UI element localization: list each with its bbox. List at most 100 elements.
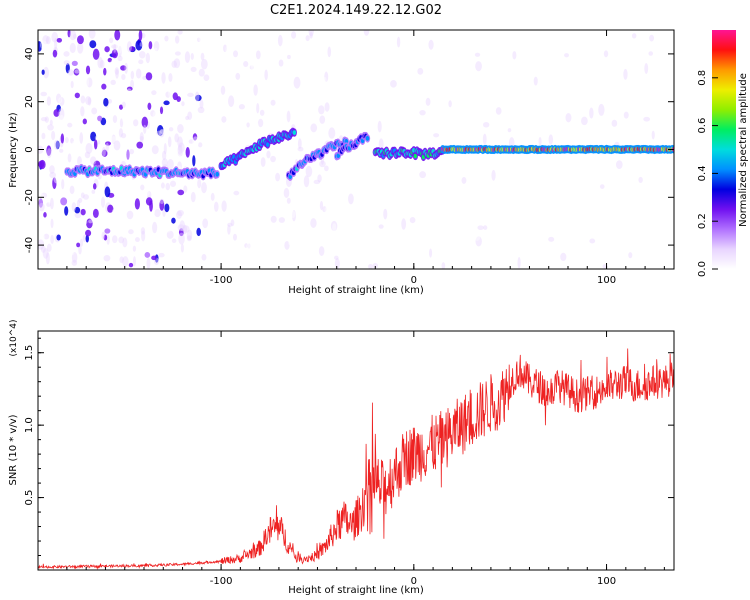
noise-speck — [143, 124, 147, 134]
noise-speck — [201, 120, 205, 125]
noise-speck — [297, 138, 302, 149]
noise-speck — [110, 59, 115, 65]
track-point — [292, 130, 297, 135]
noise-speck — [126, 149, 130, 160]
noise-speck — [86, 77, 93, 88]
noise-speck — [177, 144, 183, 155]
noise-speck — [42, 35, 49, 45]
noise-speck — [178, 232, 185, 245]
noise-speck — [190, 66, 197, 73]
noise-speck — [286, 257, 292, 267]
noise-speck — [318, 246, 325, 256]
noise-speck — [169, 197, 173, 205]
noise-speck — [202, 241, 207, 253]
noise-speck — [289, 210, 296, 219]
noise-speck — [334, 174, 339, 179]
noise-speck — [126, 88, 132, 96]
noise-speck — [104, 228, 111, 234]
noise-speck — [137, 257, 143, 264]
noise-speck — [101, 146, 106, 157]
noise-speck — [163, 143, 167, 155]
noise-speck — [60, 133, 65, 144]
noise-speck — [119, 118, 124, 128]
noise-speck — [517, 257, 521, 269]
noise-speck — [46, 96, 52, 106]
noise-speck — [136, 178, 142, 186]
noise-speck — [52, 49, 58, 58]
noise-speck — [161, 72, 166, 84]
noise-speck — [324, 206, 330, 214]
noise-speck — [200, 58, 208, 70]
noise-speck — [286, 197, 291, 204]
noise-speck — [148, 41, 153, 50]
noise-speck — [611, 119, 618, 127]
noise-speck — [87, 96, 92, 106]
noise-speck — [145, 72, 153, 81]
noise-speck — [197, 106, 205, 114]
noise-speck — [330, 220, 338, 232]
noise-speck — [324, 102, 330, 112]
noise-speck — [60, 197, 68, 206]
noise-speck — [548, 119, 555, 131]
noise-speck — [77, 156, 82, 167]
noise-speck — [146, 234, 153, 246]
noise-speck — [91, 189, 96, 194]
noise-speck — [192, 85, 200, 90]
noise-speck — [334, 258, 340, 269]
noise-speck — [324, 71, 329, 82]
noise-speck — [171, 238, 177, 244]
noise-speck — [176, 96, 181, 102]
noise-speck — [165, 91, 171, 98]
noise-speck — [76, 188, 80, 195]
spectrogram-panel: -100 0 100 -40 -20 0 20 40 Height of straight l… — [8, 29, 675, 296]
noise-speck — [475, 236, 482, 247]
noise-speck — [461, 30, 466, 36]
noise-speck — [497, 233, 504, 240]
noise-speck — [71, 140, 76, 149]
noise-speck — [482, 133, 487, 146]
noise-speck — [291, 53, 296, 61]
noise-speck — [149, 245, 155, 252]
noise-speck — [644, 63, 649, 74]
noise-speck — [169, 157, 173, 169]
noise-speck — [122, 256, 129, 267]
noise-speck — [189, 257, 194, 263]
noise-speck — [49, 119, 53, 126]
noise-speck — [378, 138, 384, 151]
noise-speck — [383, 208, 388, 220]
noise-speck — [159, 129, 165, 134]
noise-speck — [319, 160, 326, 168]
noise-speck — [107, 204, 114, 213]
noise-speck — [134, 198, 140, 210]
noise-speck — [162, 221, 170, 229]
noise-speck — [216, 123, 224, 131]
noise-speck — [82, 118, 87, 125]
noise-speck — [548, 236, 555, 242]
noise-speck — [491, 55, 496, 61]
noise-speck — [214, 201, 219, 212]
spectrogram-ylabel: Frequency (Hz) — [8, 112, 19, 188]
noise-speck — [225, 45, 230, 57]
noise-speck — [126, 86, 133, 92]
noise-speck — [161, 158, 168, 167]
noise-speck — [164, 35, 169, 42]
noise-speck — [145, 197, 153, 206]
noise-speck — [323, 77, 327, 85]
noise-speck — [128, 262, 134, 268]
noise-speck — [428, 39, 434, 50]
noise-speck — [120, 132, 127, 139]
noise-speck — [112, 263, 119, 268]
noise-speck — [197, 37, 201, 43]
noise-speck — [168, 127, 174, 132]
noise-speck — [70, 146, 76, 158]
noise-speck — [79, 132, 84, 144]
noise-speck — [245, 243, 252, 252]
colorbar-label: Normalized spectral amplitude — [738, 73, 749, 227]
noise-speck — [319, 200, 324, 211]
noise-speck — [51, 31, 59, 43]
noise-speck — [305, 165, 313, 178]
noise-speck — [186, 120, 191, 127]
noise-speck — [90, 131, 97, 142]
noise-speck — [377, 120, 382, 133]
noise-speck — [210, 192, 215, 201]
